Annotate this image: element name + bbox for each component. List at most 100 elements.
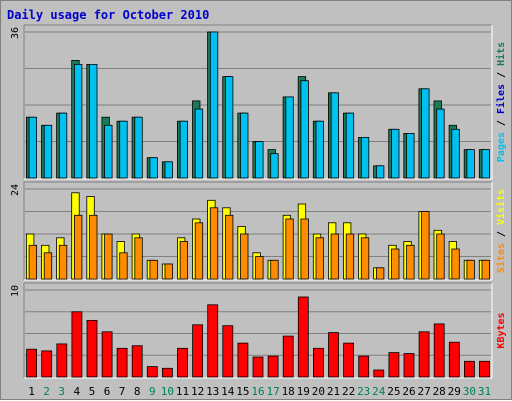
day-label-22: 22: [342, 385, 355, 398]
legend-separator: /: [496, 114, 507, 132]
bar-hits-day-2: [43, 124, 53, 179]
day-label-9: 9: [149, 385, 156, 398]
bar-sites-day-2: [43, 252, 53, 280]
bar-kbytes-day-19: [297, 296, 309, 378]
bar-hits-day-16: [255, 141, 264, 179]
bar-kbytes-day-8: [131, 345, 143, 378]
bar-hits-day-6: [104, 124, 113, 179]
day-label-10: 10: [161, 385, 174, 398]
bar-hits-day-19: [300, 80, 309, 179]
day-label-4: 4: [73, 385, 80, 398]
day-label-5: 5: [89, 385, 96, 398]
bar-sites-day-19: [300, 218, 309, 280]
bar-kbytes-day-31: [479, 360, 490, 378]
bar-hits-day-23: [360, 136, 370, 179]
day-label-26: 26: [402, 385, 415, 398]
bar-sites-day-12: [194, 222, 204, 280]
bar-sites-day-8: [134, 237, 143, 280]
day-label-16: 16: [251, 385, 264, 398]
bar-kbytes-day-27: [418, 331, 430, 378]
bar-kbytes-day-15: [237, 342, 249, 378]
day-label-29: 29: [448, 385, 461, 398]
bar-kbytes-day-24: [373, 369, 385, 378]
bar-hits-day-3: [58, 112, 68, 179]
day-label-6: 6: [104, 385, 111, 398]
legend-label-sites: Sites: [495, 243, 507, 273]
bar-kbytes-day-4: [71, 311, 83, 378]
legend-label-visits: Visits: [495, 189, 507, 225]
day-label-15: 15: [236, 385, 249, 398]
bar-kbytes-day-9: [146, 366, 158, 378]
bar-hits-day-12: [194, 108, 204, 179]
legend-label-kbytes: KBytes: [496, 312, 507, 348]
bar-kbytes-day-29: [448, 341, 460, 378]
bar-kbytes-day-21: [328, 332, 339, 378]
bar-kbytes-day-20: [312, 347, 324, 378]
day-label-30: 30: [463, 385, 476, 398]
bar-sites-day-26: [406, 244, 415, 280]
bar-sites-day-20: [315, 237, 324, 280]
bar-hits-day-30: [466, 149, 475, 179]
bar-sites-day-10: [164, 263, 173, 280]
bar-kbytes-day-3: [56, 343, 68, 378]
bar-sites-day-5: [89, 214, 98, 280]
bar-kbytes-day-25: [388, 352, 400, 378]
bar-kbytes-day-14: [222, 325, 234, 378]
bar-sites-day-9: [149, 259, 158, 280]
bar-kbytes-day-1: [26, 348, 38, 378]
bar-sites-day-30: [466, 259, 475, 280]
bar-sites-day-18: [285, 218, 294, 280]
bar-sites-day-3: [58, 244, 68, 280]
bar-hits-day-20: [315, 120, 324, 179]
bar-sites-day-14: [224, 214, 234, 280]
bar-hits-day-18: [285, 96, 294, 179]
bar-hits-day-1: [28, 116, 38, 179]
legend-label-pages: Pages: [496, 132, 507, 162]
bar-kbytes-day-12: [192, 324, 204, 378]
bar-kbytes-day-30: [463, 360, 475, 378]
legend-label-hits: Hits: [495, 42, 507, 66]
day-label-28: 28: [433, 385, 446, 398]
bar-sites-day-1: [28, 244, 38, 280]
bar-hits-day-14: [224, 76, 234, 179]
legend-separator: /: [496, 66, 507, 84]
bar-sites-day-7: [119, 252, 128, 280]
panel-legend: KBytes: [496, 312, 507, 348]
bar-kbytes-day-11: [177, 347, 188, 378]
bar-kbytes-day-17: [267, 355, 279, 378]
bar-hits-day-15: [240, 112, 249, 179]
legend-label-files: Files: [495, 84, 507, 114]
y-max-label: 10: [10, 285, 21, 297]
y-max-label: 36: [10, 27, 21, 39]
day-label-11: 11: [176, 385, 189, 398]
bar-kbytes-day-13: [207, 304, 219, 378]
bar-sites-day-28: [436, 233, 445, 280]
day-label-27: 27: [417, 385, 430, 398]
day-label-20: 20: [312, 385, 325, 398]
day-label-17: 17: [266, 385, 279, 398]
bar-sites-day-15: [240, 233, 249, 280]
panel-legend: Sites / Visits: [495, 189, 507, 273]
day-label-3: 3: [58, 385, 65, 398]
bar-hits-day-10: [164, 161, 173, 179]
bar-sites-day-11: [179, 241, 189, 280]
bar-hits-day-9: [149, 157, 158, 179]
bar-hits-day-31: [481, 149, 490, 179]
day-label-8: 8: [134, 385, 141, 398]
panel-kbytes: 10 KBytes: [10, 282, 507, 379]
bar-hits-day-5: [89, 64, 98, 179]
bar-sites-day-31: [481, 259, 490, 280]
bar-hits-day-4: [74, 64, 83, 179]
day-label-1: 1: [28, 385, 35, 398]
bar-kbytes-day-5: [86, 319, 98, 378]
bar-hits-day-26: [406, 132, 415, 179]
bar-hits-day-8: [134, 116, 143, 179]
bar-hits-day-28: [436, 108, 445, 179]
bar-hits-day-7: [119, 120, 128, 179]
day-label-19: 19: [297, 385, 310, 398]
day-label-2: 2: [43, 385, 50, 398]
bar-kbytes-day-16: [252, 356, 264, 378]
day-label-18: 18: [282, 385, 295, 398]
day-label-7: 7: [119, 385, 126, 398]
